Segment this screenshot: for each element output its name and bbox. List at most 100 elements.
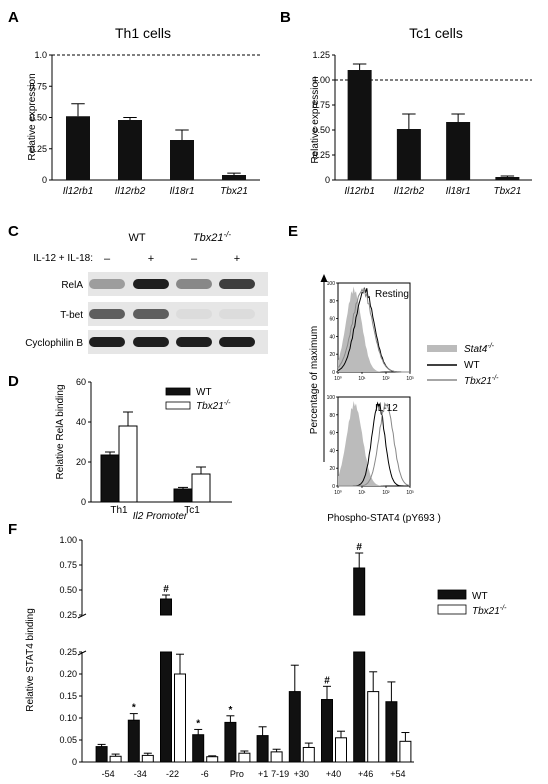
f-bar (192, 734, 205, 763)
panel-a-title: Th1 cells (115, 25, 171, 41)
d-bar (118, 425, 138, 503)
histogram-tbx21-line (337, 287, 410, 373)
a-ytick-label: 0 (42, 175, 47, 185)
f-bar (335, 737, 347, 763)
panel-f-annotations: * # * * # # (132, 542, 363, 729)
panel-a-category-labels: Il12rb1 Il12rb2 Il18r1 Tbx21 (63, 186, 248, 197)
e-xtick-label: 10² (382, 490, 390, 496)
panel-d: D Relative RelA binding 0 20 40 60 Th1 Tc1 I… (8, 373, 232, 522)
blot-band (133, 279, 169, 289)
panel-b-title: Tc1 cells (409, 25, 463, 41)
legend-d-tbx21-label: Tbx21-/- (196, 400, 231, 412)
e-xtick-label: 10⁰ (334, 490, 342, 496)
d-ytick-label: 20 (76, 457, 86, 467)
panel-b-ylabel: Relative expression (310, 76, 321, 163)
panel-f-bars (95, 552, 412, 763)
f-bar (238, 752, 251, 763)
f-significance-mark: # (324, 675, 330, 686)
f-bar (206, 756, 219, 763)
blot-band (219, 279, 255, 289)
f-category-label: -22 (166, 769, 179, 779)
a-category-label: Il18r1 (169, 186, 194, 197)
d-bar (100, 454, 120, 503)
f-bar (288, 691, 301, 763)
legend-f-wt-swatch (437, 589, 467, 600)
f-significance-mark: * (132, 703, 136, 714)
e-ytick-label: 40 (329, 448, 335, 454)
blot-band (89, 309, 125, 319)
f-ytick-label: 0.50 (59, 585, 77, 595)
f-axis-break-mark (77, 650, 87, 656)
b-ytick-label: 0.50 (312, 125, 330, 135)
e-ytick-label: 100 (327, 281, 336, 287)
f-bar (367, 691, 380, 763)
e-xtick-label: 10³ (406, 376, 414, 382)
panel-f-letter: F (8, 521, 17, 538)
f-bar (160, 651, 172, 763)
panel-a-ylabel: Relative expression (27, 73, 38, 160)
b-ytick-label: 1.00 (312, 75, 330, 85)
e-ytick-label: 0 (332, 484, 335, 490)
panel-e-histograms: 0 20 40 60 80 100 10⁰ 10¹ 10² 10³ Resting 0 20 40 60 80… (327, 281, 414, 496)
f-bar (160, 598, 172, 616)
legend-e-tbx21-label: Tbx21-/- (464, 375, 499, 387)
e-ytick-label: 20 (329, 466, 335, 472)
lane-sign: + (148, 253, 154, 265)
panel-f: F Relative STAT4 binding 0 0.05 0.10 0.15 0.… (8, 521, 507, 779)
f-bar (141, 754, 154, 763)
blot-band-label: T-bet (60, 310, 83, 321)
blot-band (219, 309, 255, 319)
f-ytick-label: 1.00 (59, 535, 77, 545)
f-significance-mark: * (196, 718, 200, 729)
panel-d-tick-labels: 0 20 40 60 (76, 377, 86, 507)
f-axis-break-mark (77, 613, 87, 619)
a-category-label: Il12rb1 (63, 186, 94, 197)
b-bar (396, 129, 421, 180)
f-bar (302, 746, 315, 763)
f-significance-mark: # (163, 584, 169, 595)
panel-e-ylabel: Percentage of maximum (309, 326, 320, 434)
e-xtick-label: 10¹ (358, 376, 366, 382)
panel-b-category-labels: Il12rb1 Il12rb2 Il18r1 Tbx21 (344, 186, 521, 197)
legend-d-tbx21-swatch (165, 401, 191, 410)
f-category-label: -6 (201, 769, 209, 779)
lane-signs: – + – + (104, 253, 240, 265)
panel-b-letter: B (280, 9, 291, 26)
a-bar (66, 116, 90, 180)
b-bar (446, 122, 471, 180)
e-ytick-label: 80 (329, 299, 335, 305)
b-bar (347, 70, 372, 180)
f-bar (109, 755, 122, 763)
a-bar (170, 140, 194, 180)
e-xtick-label: 10¹ (358, 490, 366, 496)
treatment-label: IL-12 + IL-18: (33, 253, 93, 264)
panel-f-tick-labels: 0 0.05 0.10 0.15 0.20 0.25 0.25 0.50 0.75 1.00 (59, 535, 77, 767)
a-bar (118, 120, 142, 180)
blot-group-tbx21: Tbx21 (193, 232, 224, 244)
f-ytick-label: 0 (72, 757, 77, 767)
panel-c-letter: C (8, 223, 19, 240)
panel-d-letter: D (8, 373, 19, 390)
f-bar (270, 751, 283, 763)
d-ytick-label: 0 (81, 497, 86, 507)
panel-d-xlabel: Il2 Promoter (133, 511, 188, 522)
lane-sign: + (234, 253, 240, 265)
f-bar (353, 651, 366, 763)
panel-e: E Percentage of maximum 0 20 40 60 80 100 10⁰ 1… (288, 223, 499, 524)
a-category-label: Tbx21 (220, 186, 248, 197)
b-category-label: Tbx21 (493, 186, 521, 197)
blot-band-label: RelA (61, 280, 83, 291)
legend-e-stat4-label: Stat4-/- (464, 343, 495, 355)
legend-e-tbx21: Tbx21 (464, 376, 492, 387)
e-ytick-label: 100 (327, 395, 336, 401)
lane-sign: – (104, 253, 111, 265)
panel-d-category-labels: Th1 Tc1 (110, 505, 200, 516)
blot-group-wt: WT (128, 232, 145, 244)
legend-e-tbx21-superscript: -/- (492, 375, 499, 382)
f-ytick-label: 0.20 (59, 669, 77, 679)
e-ytick-label: 40 (329, 334, 335, 340)
f-ytick-label: 0.15 (59, 691, 77, 701)
f-bar (353, 567, 366, 616)
panel-f-category-labels: -54 -34 -22 -6 Pro +1 7-19 +30 +40 +46 +54 (102, 769, 406, 779)
lane-sign: – (191, 253, 198, 265)
